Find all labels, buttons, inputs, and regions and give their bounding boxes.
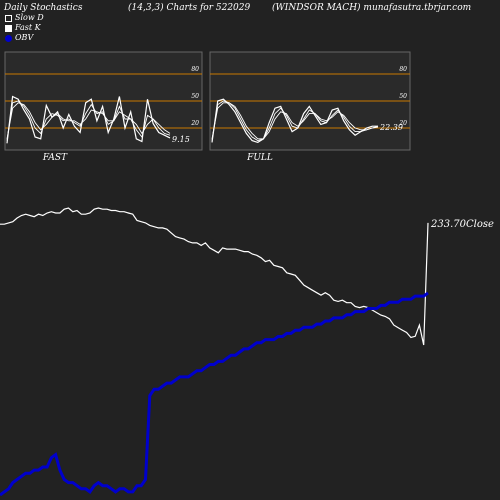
close-last-value-label: 233.70Close <box>430 219 494 230</box>
full-series-line-1 <box>211 100 379 142</box>
chart-header-center: (14,3,3) Charts for 522029 <box>128 3 251 13</box>
legend-item-slow-d: Slow D <box>5 13 44 23</box>
fast-series-line-2 <box>6 102 171 139</box>
fast-last-value-label: 9.15 <box>172 135 190 144</box>
full-y-tick-label: 20 <box>398 120 407 127</box>
legend-label-obv: OBV <box>15 33 34 42</box>
legend-label-fast-k: Fast K <box>15 23 41 32</box>
full-last-value-label: 22.39 <box>379 123 403 132</box>
fast-series-line-1 <box>6 100 171 141</box>
full-y-tick-label: 80 <box>399 66 407 73</box>
full-y-tick-label: 50 <box>399 93 407 100</box>
fast-y-tick-label: 80 <box>191 66 199 73</box>
close-label-suffix: Close <box>466 219 494 230</box>
legend-item-fast-k: Fast K <box>5 23 44 33</box>
fast-panel-title: FAST <box>42 153 68 163</box>
full-series-line-2 <box>211 102 379 140</box>
legend-item-obv: OBV <box>5 33 44 43</box>
full-panel-title: FULL <box>246 153 273 163</box>
close-price-line <box>0 207 429 346</box>
chart-header-right: (WINDSOR MACH) munafasutra.tbrjar.com <box>272 3 472 13</box>
fast-k-swatch-icon <box>5 24 12 32</box>
full-series-line-0 <box>211 98 378 144</box>
fast-y-tick-label: 20 <box>190 120 199 127</box>
slow-d-swatch-icon <box>5 14 12 22</box>
obv-line <box>0 291 429 497</box>
obv-swatch-icon <box>5 34 12 42</box>
fast-y-tick-label: 50 <box>191 93 199 100</box>
legend: Slow D Fast K OBV <box>5 13 44 43</box>
chart-header-left: Daily Stochastics <box>4 3 83 13</box>
legend-label-slow-d: Slow D <box>15 13 44 22</box>
